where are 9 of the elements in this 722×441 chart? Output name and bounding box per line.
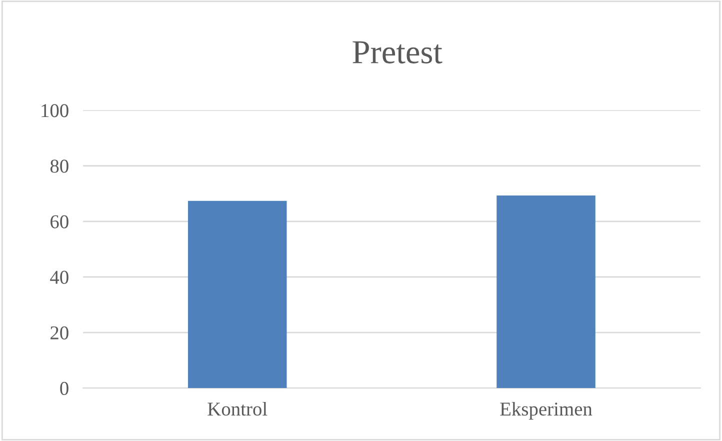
x-tick-label: Kontrol: [208, 402, 268, 416]
y-tick-label: 60: [50, 215, 68, 228]
y-tick-label: 100: [42, 104, 68, 118]
x-tick-label: Eksperimen: [500, 402, 592, 420]
y-tick-label: 80: [50, 160, 68, 173]
y-tick-label: 40: [50, 270, 68, 284]
y-tick-label: 20: [50, 326, 68, 340]
y-tick-label: 0: [60, 382, 68, 396]
chart-title: Pretest: [352, 41, 442, 64]
